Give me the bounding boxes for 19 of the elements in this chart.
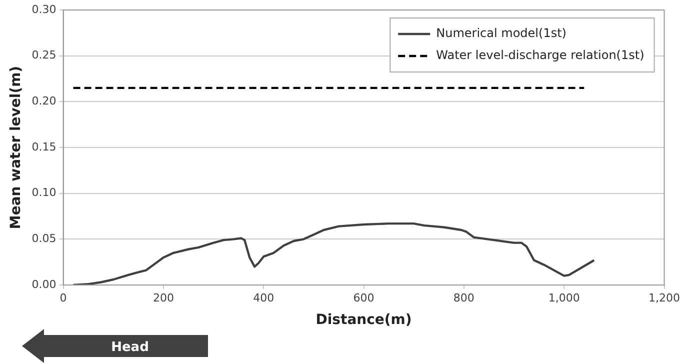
y-tick-label: 0.25	[32, 48, 56, 62]
y-axis-title: Mean water level(m)	[8, 66, 24, 230]
x-tick-label: 1,000	[548, 291, 580, 304]
x-tick-label: 0	[60, 291, 67, 304]
y-tick-label: 0.10	[32, 186, 56, 200]
y-tick-label: 0.00	[32, 278, 56, 291]
y-tick-label: 0.05	[32, 232, 56, 246]
x-tick-label: 600	[353, 291, 374, 304]
x-tick-label: 800	[453, 291, 474, 304]
y-tick-label: 0.30	[32, 2, 56, 16]
legend-label: Water level-discharge relation(1st)	[436, 48, 644, 62]
x-tick-label: 200	[152, 291, 174, 304]
y-tick-label: 0.15	[32, 140, 56, 154]
x-tick-label: 400	[253, 291, 274, 304]
x-tick-label: 1,200	[648, 291, 680, 304]
y-tick-label: 0.20	[32, 94, 56, 108]
arrow-icon: Head	[22, 329, 208, 363]
legend-label: Numerical model(1st)	[436, 26, 566, 40]
x-axis-title: Distance(m)	[316, 312, 412, 328]
